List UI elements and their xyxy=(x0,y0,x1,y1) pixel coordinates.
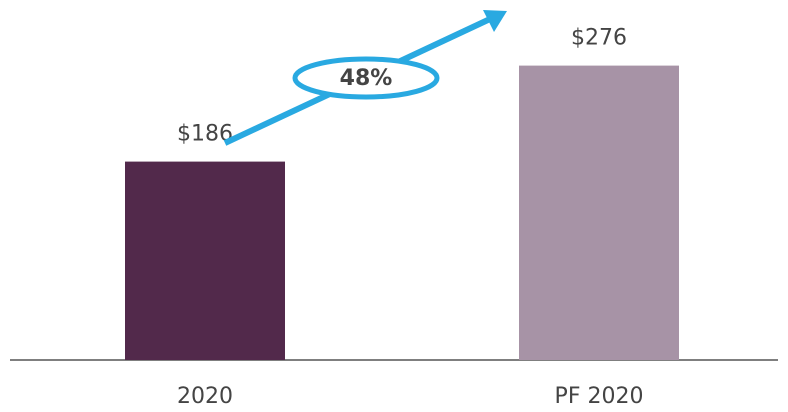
value-label: $276 xyxy=(571,26,627,51)
value-label: $186 xyxy=(177,122,233,147)
bar xyxy=(125,161,285,360)
annotation: 48% xyxy=(340,66,393,91)
arrow-head xyxy=(483,10,507,32)
annotation-ellipse xyxy=(292,56,440,100)
bar xyxy=(519,65,679,360)
x-tick-label: 2020 xyxy=(177,384,233,409)
x-tick-label: PF 2020 xyxy=(555,384,644,409)
